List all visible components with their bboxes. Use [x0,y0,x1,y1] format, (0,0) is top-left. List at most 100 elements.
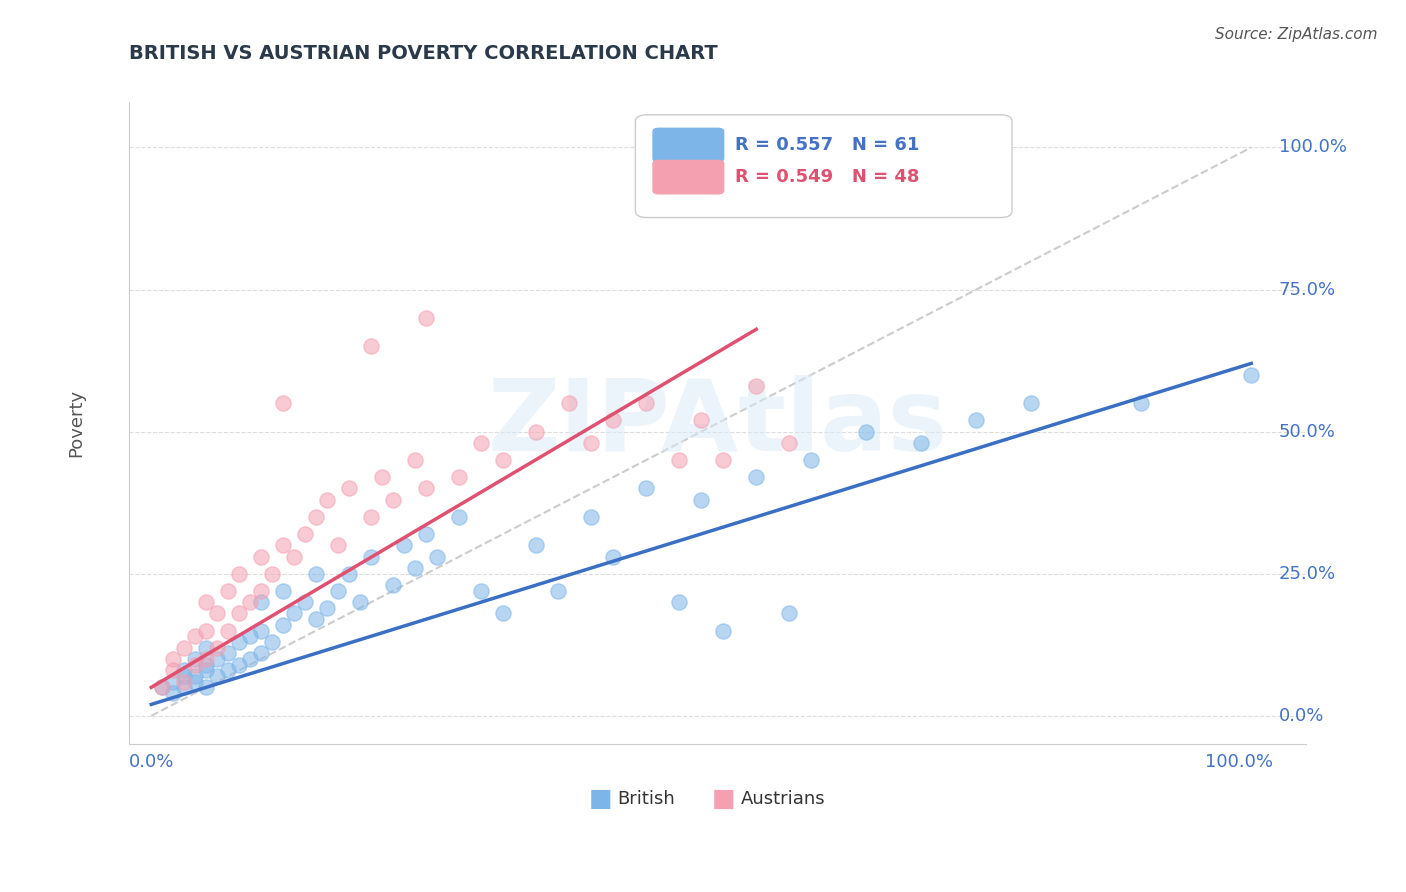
Text: 25.0%: 25.0% [1279,565,1336,582]
Point [328,538,350,552]
Point [855,425,877,439]
FancyBboxPatch shape [652,161,724,194]
Point [262,566,284,581]
Point [371,470,394,484]
Point [415,310,437,325]
Point [470,583,492,598]
Point [602,549,624,564]
Point [1019,396,1042,410]
Point [800,453,823,467]
Point [239,595,262,609]
Point [250,583,273,598]
Text: British: British [617,789,675,808]
Point [337,566,360,581]
Text: BRITISH VS AUSTRIAN POVERTY CORRELATION CHART: BRITISH VS AUSTRIAN POVERTY CORRELATION … [129,45,718,63]
Point [492,607,515,621]
Point [173,640,195,655]
Point [162,652,184,666]
Point [690,413,713,427]
Point [470,436,492,450]
Point [636,482,658,496]
Point [745,379,768,393]
Point [294,595,316,609]
Point [394,538,416,552]
Text: Source: ZipAtlas.com: Source: ZipAtlas.com [1215,27,1378,42]
Point [184,669,207,683]
Point [162,686,184,700]
Point [217,624,239,638]
Point [382,578,405,592]
Point [668,453,690,467]
Text: Poverty: Poverty [67,389,86,457]
Point [195,652,218,666]
Point [184,657,207,672]
Point [316,492,339,507]
Point [207,652,229,666]
Point [305,612,328,626]
Text: R = 0.557   N = 61: R = 0.557 N = 61 [735,136,920,154]
Point [294,527,316,541]
Point [271,583,294,598]
Point [745,470,768,484]
Point [1130,396,1153,410]
Text: 100.0%: 100.0% [1279,138,1347,156]
Point [250,595,273,609]
Point [778,436,800,450]
Point [337,482,360,496]
Point [271,396,294,410]
Point [228,635,250,649]
Text: 75.0%: 75.0% [1279,280,1336,299]
Text: ■: ■ [588,787,612,811]
Point [162,663,184,677]
Point [602,413,624,427]
Point [150,681,173,695]
Point [184,674,207,689]
Point [162,674,184,689]
Point [360,549,382,564]
Point [173,669,195,683]
Text: ZIPAtlas: ZIPAtlas [488,375,948,472]
Point [316,600,339,615]
Point [173,681,195,695]
Text: ■: ■ [711,787,735,811]
Point [228,657,250,672]
Point [382,492,405,507]
Point [184,652,207,666]
Text: 50.0%: 50.0% [1279,423,1336,441]
Point [195,681,218,695]
Point [328,583,350,598]
Text: 0.0%: 0.0% [1279,706,1324,725]
Point [228,566,250,581]
Point [195,595,218,609]
Text: 0.0%: 0.0% [129,753,174,771]
Point [524,425,547,439]
Point [217,646,239,660]
Point [250,646,273,660]
Point [305,566,328,581]
Point [217,663,239,677]
Point [271,538,294,552]
Text: R = 0.549   N = 48: R = 0.549 N = 48 [735,168,920,186]
Point [449,470,471,484]
Point [415,527,437,541]
FancyBboxPatch shape [636,115,1012,218]
Point [965,413,987,427]
Point [426,549,449,564]
Point [404,561,426,575]
Point [910,436,932,450]
Point [360,339,382,353]
Point [195,657,218,672]
Point [360,509,382,524]
Point [207,640,229,655]
Point [415,482,437,496]
Point [195,663,218,677]
Point [283,549,305,564]
Point [449,509,471,524]
Point [173,674,195,689]
Point [636,396,658,410]
FancyBboxPatch shape [652,128,724,161]
Point [150,681,173,695]
Point [271,617,294,632]
Point [228,607,250,621]
Text: Austrians: Austrians [741,789,825,808]
